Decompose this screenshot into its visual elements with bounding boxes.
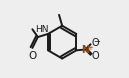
Text: N: N bbox=[81, 45, 89, 55]
Text: +: + bbox=[87, 45, 93, 51]
Text: O: O bbox=[28, 51, 37, 61]
Text: HN: HN bbox=[35, 25, 49, 34]
Text: O: O bbox=[92, 38, 99, 48]
Text: O: O bbox=[92, 51, 99, 61]
Text: −: − bbox=[94, 37, 100, 46]
